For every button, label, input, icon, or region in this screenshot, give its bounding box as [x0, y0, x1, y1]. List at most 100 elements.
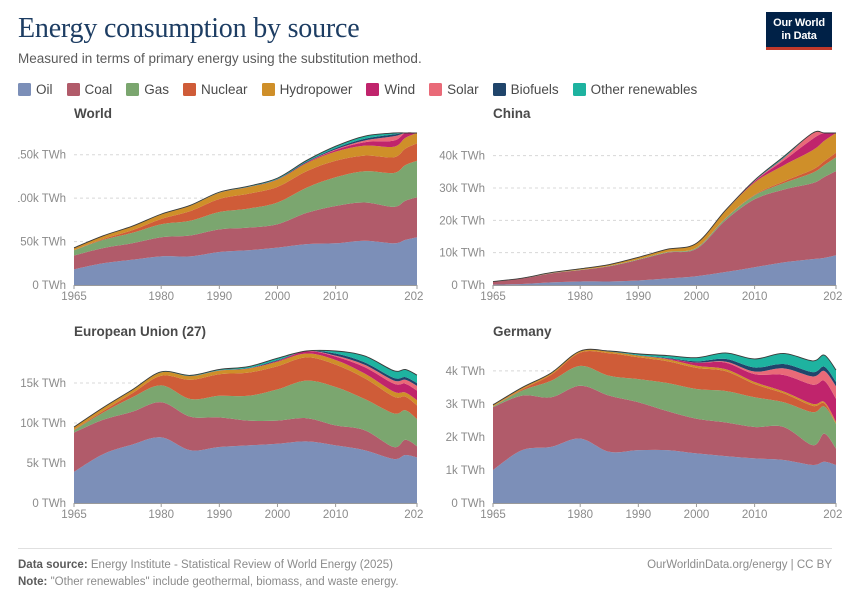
area-series	[493, 438, 836, 503]
area-series	[493, 171, 836, 285]
x-axis-tick-label: 1980	[567, 509, 593, 521]
area-series	[74, 380, 417, 448]
y-axis-tick-label: 10k TWh	[439, 248, 485, 260]
y-axis-tick-label: 50k TWh	[20, 237, 66, 249]
legend-item[interactable]: Solar	[429, 82, 479, 97]
page-subtitle: Measured in terms of primary energy usin…	[18, 51, 422, 66]
area-series	[74, 357, 417, 431]
y-axis-tick-label: 0 TWh	[451, 498, 485, 510]
chart-legend: Oil Coal Gas Nuclear Hydropower Wind Solar Biof…	[18, 82, 832, 97]
our-world-in-data-logo[interactable]: Our World in Data	[766, 12, 832, 50]
legend-item-label: Wind	[384, 82, 416, 97]
plot-wrapper[interactable]: 0 TWh 1k TWh 2k TWh 3k TWh 4k TWh 1965 1980 199…	[437, 343, 842, 523]
data-source: Data source: Energy Institute - Statisti…	[18, 557, 393, 573]
legend-swatch-icon	[492, 83, 506, 96]
chart-panel-title: China	[493, 106, 531, 121]
x-axis-tick-label: 2010	[742, 509, 768, 521]
logo-line-2: in Data	[781, 29, 817, 42]
legend-item-label: Solar	[447, 82, 479, 97]
legend-item[interactable]: Biofuels	[492, 82, 559, 97]
area-series	[74, 402, 417, 472]
legend-item-label: Nuclear	[201, 82, 248, 97]
chart-header: Energy consumption by source Measured in…	[18, 0, 832, 68]
legend-swatch-icon	[366, 83, 380, 96]
y-axis-tick-label: 0 TWh	[451, 280, 485, 292]
area-series	[493, 385, 836, 470]
legend-item-label: Other renewables	[590, 82, 698, 97]
x-axis-tick-label: 1965	[480, 509, 506, 521]
chart-panel-title: Germany	[493, 324, 552, 339]
legend-swatch-icon	[126, 83, 140, 96]
logo-line-1: Our World	[773, 16, 825, 29]
y-axis-tick-label: 40k TWh	[439, 151, 485, 163]
x-axis-tick-label: 1980	[148, 509, 174, 521]
chart-panel: World 0 TWh 50k TWh 100k TWh 150k TWh 1965 198…	[18, 105, 423, 317]
x-axis-tick-label: 1990	[626, 291, 652, 303]
plot-area: 0 TWh 1k TWh 2k TWh 3k TWh 4k TWh 1965 1980 199…	[446, 348, 842, 521]
series-outline	[492, 130, 836, 282]
legend-swatch-icon	[18, 83, 31, 96]
note-label: Note:	[18, 576, 48, 588]
x-axis-tick-label: 1980	[148, 291, 174, 303]
x-axis-tick-label: 1965	[61, 509, 87, 521]
plot-wrapper[interactable]: 0 TWh 5k TWh 10k TWh 15k TWh 1965 1980 1990 200…	[18, 343, 423, 523]
legend-swatch-icon	[66, 83, 80, 96]
legend-item[interactable]: Oil	[18, 82, 53, 97]
plot-wrapper[interactable]: 0 TWh 50k TWh 100k TWh 150k TWh 1965 1980 1990…	[18, 125, 423, 305]
plot-area: 0 TWh 10k TWh 20k TWh 30k TWh 40k TWh 1965 198…	[439, 130, 842, 303]
chart-grid: World 0 TWh 50k TWh 100k TWh 150k TWh 1965 198…	[18, 105, 842, 535]
y-axis-tick-label: 10k TWh	[20, 418, 66, 430]
x-axis-tick-label: 1980	[567, 291, 593, 303]
data-source-label: Data source:	[18, 559, 88, 571]
data-source-value: Energy Institute - Statistical Review of…	[90, 559, 393, 571]
plot-area: 0 TWh 50k TWh 100k TWh 150k TWh 1965 1980 1990…	[18, 132, 423, 303]
x-axis-tick-label: 1965	[61, 291, 87, 303]
x-axis-tick-label: 2024	[823, 291, 842, 303]
series-outline	[492, 348, 837, 406]
area-series	[493, 133, 836, 282]
plot-wrapper[interactable]: 0 TWh 10k TWh 20k TWh 30k TWh 40k TWh 1965 198…	[437, 125, 842, 305]
area-series	[493, 351, 836, 424]
legend-item[interactable]: Wind	[366, 82, 415, 97]
x-axis-tick-label: 1990	[207, 509, 233, 521]
chart-panel: Germany 0 TWh 1k TWh 2k TWh 3k TWh 4k TWh 1965…	[437, 323, 842, 535]
legend-item[interactable]: Other renewables	[572, 82, 698, 97]
x-axis-tick-label: 2000	[684, 291, 710, 303]
y-axis-tick-label: 5k TWh	[27, 458, 66, 470]
legend-item-label: Coal	[84, 82, 113, 97]
y-axis-tick-label: 4k TWh	[446, 366, 485, 378]
y-axis-tick-label: 150k TWh	[18, 150, 66, 162]
chart-panel: European Union (27) 0 TWh 5k TWh 10k TWh 15k…	[18, 323, 423, 535]
legend-item[interactable]: Hydropower	[261, 82, 352, 97]
attribution-link[interactable]: OurWorldinData.org/energy | CC BY	[647, 559, 832, 571]
area-series	[74, 133, 417, 251]
area-series	[74, 197, 417, 270]
area-series	[74, 132, 417, 248]
page-title: Energy consumption by source	[18, 13, 360, 44]
chart-note: Note: "Other renewables" include geother…	[18, 574, 832, 590]
y-axis-tick-label: 3k TWh	[446, 399, 485, 411]
plot-area: 0 TWh 5k TWh 10k TWh 15k TWh 1965 1980 1990 200…	[20, 349, 423, 521]
x-axis-tick-label: 2000	[265, 509, 291, 521]
area-series	[493, 131, 836, 282]
chart-panel: China 0 TWh 10k TWh 20k TWh 30k TWh 40k TWh 19…	[437, 105, 842, 317]
y-axis-tick-label: 0 TWh	[32, 280, 66, 292]
legend-item[interactable]: Gas	[126, 82, 169, 97]
y-axis-tick-label: 15k TWh	[20, 378, 66, 390]
legend-swatch-icon	[183, 83, 197, 96]
x-axis-tick-label: 2000	[265, 291, 291, 303]
y-axis-tick-label: 20k TWh	[439, 215, 485, 227]
y-axis-tick-label: 100k TWh	[18, 193, 66, 205]
legend-swatch-icon	[572, 83, 586, 96]
chart-panel-title: World	[74, 106, 112, 121]
area-series	[493, 349, 836, 422]
legend-item[interactable]: Coal	[66, 82, 113, 97]
chart-panel-title: European Union (27)	[74, 324, 207, 339]
x-axis-tick-label: 2000	[684, 509, 710, 521]
x-axis-tick-label: 2024	[404, 509, 423, 521]
legend-item-label: Gas	[144, 82, 170, 97]
x-axis-tick-label: 2010	[323, 291, 349, 303]
legend-item[interactable]: Nuclear	[183, 82, 248, 97]
y-axis-tick-label: 0 TWh	[32, 498, 66, 510]
